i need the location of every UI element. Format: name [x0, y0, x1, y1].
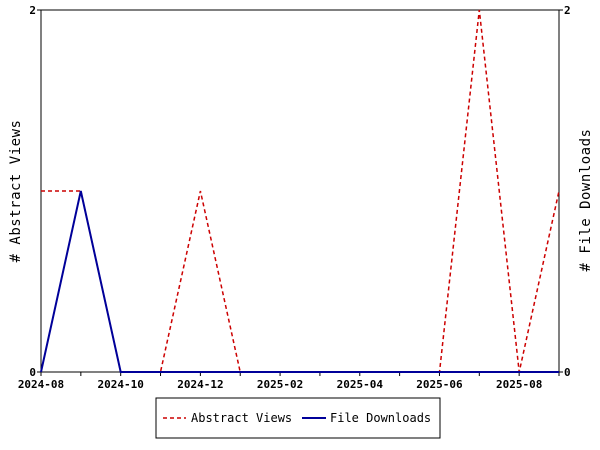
x-tick-label-2024-10: 2024-10	[98, 378, 144, 391]
y-left-tick-label-0: 0	[29, 366, 36, 379]
x-tick-label-2025-04: 2025-04	[337, 378, 384, 391]
y-left-tick-label-2: 2	[29, 4, 36, 17]
series-line-file-downloads	[40, 190, 559, 373]
x-tick-label-2024-08: 2024-08	[18, 378, 64, 391]
y-axis-tick-labels: 0 2 0 2	[29, 4, 570, 379]
x-axis-tick-labels: 2024-08 2024-10 2024-12 2025-02 2025-04 2025-…	[18, 378, 543, 391]
plot-area	[40, 9, 560, 373]
x-tick-label-2025-06: 2025-06	[416, 378, 463, 391]
legend-label-abstract-views: Abstract Views	[191, 411, 292, 425]
x-tick-label-2025-08: 2025-08	[496, 378, 542, 391]
y-axis-left-title: # Abstract Views	[8, 120, 24, 263]
legend-label-file-downloads: File Downloads	[330, 411, 431, 425]
y-axis-right-title: # File Downloads	[578, 129, 594, 272]
legend-box	[155, 397, 441, 439]
series-layer	[40, 9, 560, 373]
x-tick-label-2025-02: 2025-02	[257, 378, 303, 391]
x-tick-label-2024-12: 2024-12	[177, 378, 223, 391]
y-right-tick-label-2: 2	[564, 4, 571, 17]
legend: Abstract Views File Downloads	[155, 397, 441, 439]
y-right-tick-label-0: 0	[564, 366, 571, 379]
